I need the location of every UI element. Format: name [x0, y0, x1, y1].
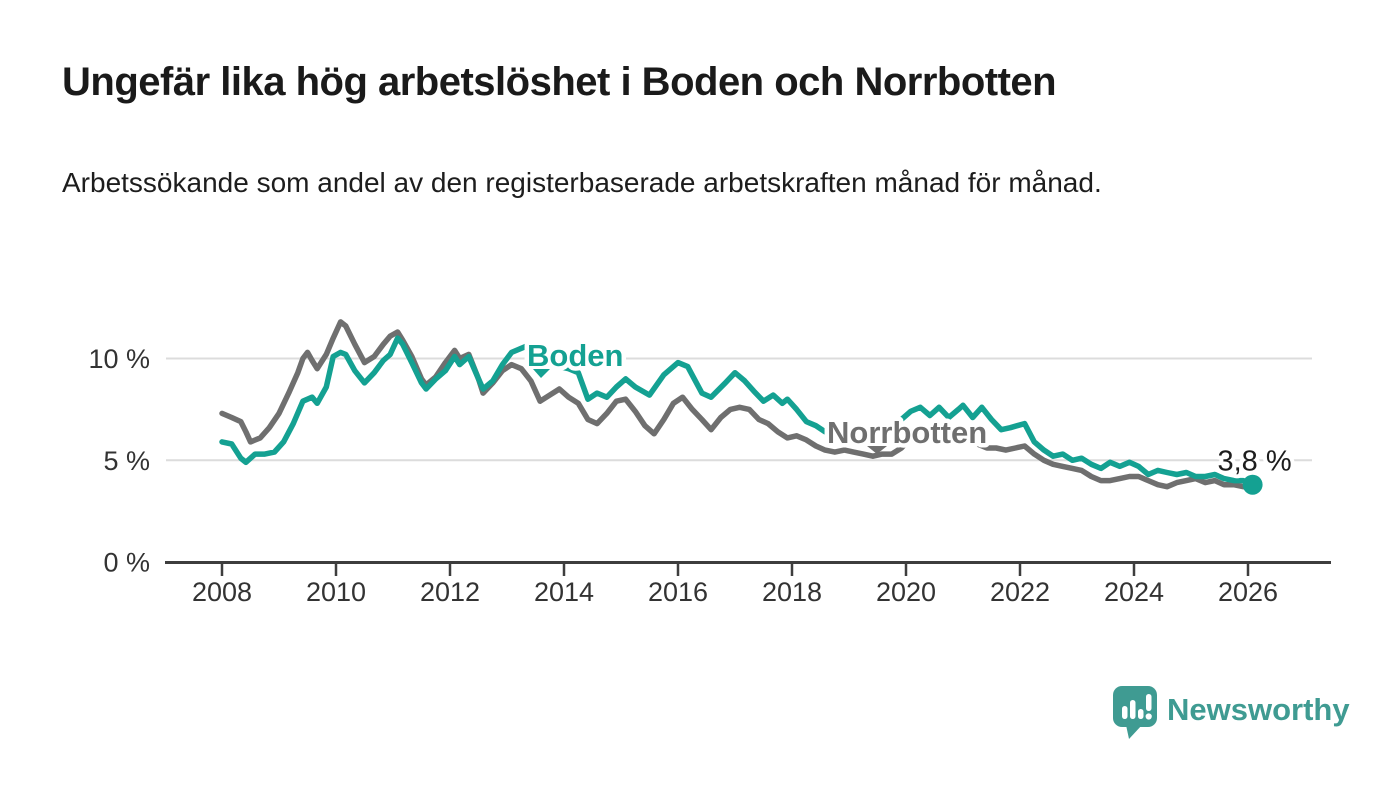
series-line-boden: [219, 335, 1256, 488]
x-tick-label: 2010: [306, 577, 366, 607]
x-tick-label: 2024: [1104, 577, 1164, 607]
y-tick-label: 0 %: [103, 548, 150, 578]
series-label-pointer-icon: [533, 369, 550, 378]
page-title: Ungefär lika hög arbetslöshet i Boden oc…: [62, 60, 1057, 104]
y-tick-label: 10 %: [88, 344, 150, 374]
end-value-label: 3,8 %: [1218, 446, 1292, 478]
series-label-pointer-icon: [867, 446, 887, 454]
chart-subtitle: Arbetssökande som andel av den registerb…: [62, 167, 1102, 198]
series-label-norrbotten: Norrbotten: [827, 415, 987, 450]
x-tick-label: 2020: [876, 577, 936, 607]
x-tick-label: 2018: [762, 577, 822, 607]
newsworthy-logo-icon: [1113, 686, 1157, 739]
x-tick-label: 2026: [1218, 577, 1278, 607]
y-tick-label: 5 %: [103, 446, 150, 476]
x-tick-label: 2022: [990, 577, 1050, 607]
x-tick-label: 2016: [648, 577, 708, 607]
series-line-norrbotten: [219, 319, 1256, 490]
x-tick-label: 2012: [420, 577, 480, 607]
series-end-dot: [1242, 474, 1263, 495]
x-tick-label: 2014: [534, 577, 594, 607]
brand-name: Newsworthy: [1167, 692, 1350, 727]
x-tick-label: 2008: [192, 577, 252, 607]
series-label-boden: Boden: [527, 338, 623, 373]
